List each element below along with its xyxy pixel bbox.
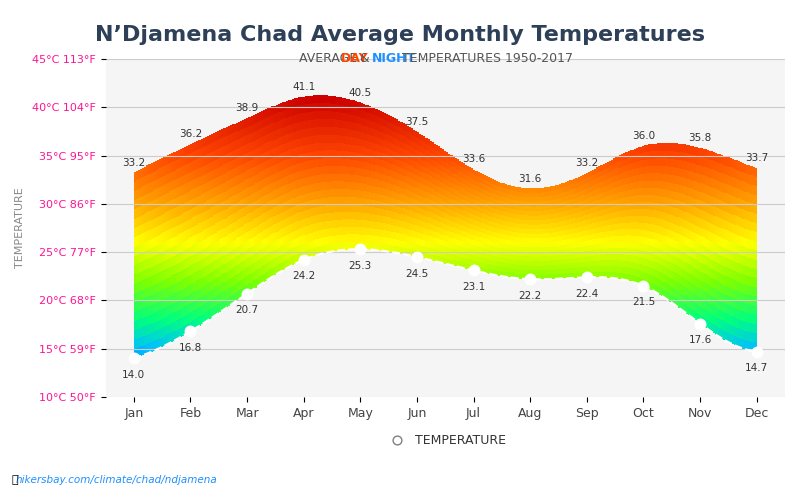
Text: hikersbay.com/climate/chad/ndjamena: hikersbay.com/climate/chad/ndjamena (16, 475, 218, 485)
Point (298, 256, 310, 264)
Text: 37.5: 37.5 (406, 116, 429, 126)
Point (581, 273, 594, 281)
Text: 31.6: 31.6 (518, 174, 542, 184)
Text: 24.2: 24.2 (292, 272, 315, 281)
Text: 22.4: 22.4 (575, 289, 598, 299)
Point (354, 245, 366, 253)
Text: 36.2: 36.2 (179, 129, 202, 139)
Text: 36.0: 36.0 (632, 131, 655, 141)
Text: 33.2: 33.2 (122, 158, 146, 168)
Text: 40.5: 40.5 (349, 88, 372, 98)
Text: NIGHT: NIGHT (372, 52, 416, 66)
Point (637, 282, 650, 290)
Text: 📍: 📍 (12, 475, 18, 485)
Y-axis label: TEMPERATURE: TEMPERATURE (15, 188, 25, 268)
Text: DAY: DAY (341, 52, 369, 66)
Text: TEMPERATURES 1950-2017: TEMPERATURES 1950-2017 (398, 52, 573, 66)
Point (241, 290, 254, 298)
Point (127, 354, 140, 362)
Text: 14.0: 14.0 (122, 370, 146, 380)
Text: 20.7: 20.7 (235, 305, 258, 315)
Text: 33.6: 33.6 (462, 154, 486, 164)
Text: 23.1: 23.1 (462, 282, 486, 292)
Point (410, 253, 423, 261)
Text: 24.5: 24.5 (406, 268, 429, 278)
Text: 14.7: 14.7 (745, 363, 768, 373)
Text: AVERAGE: AVERAGE (299, 52, 362, 66)
Point (524, 275, 537, 283)
Text: 35.8: 35.8 (689, 133, 712, 143)
Text: 16.8: 16.8 (179, 343, 202, 353)
Point (750, 348, 763, 356)
Point (467, 266, 480, 274)
Text: 21.5: 21.5 (632, 298, 655, 308)
Text: 17.6: 17.6 (689, 335, 712, 345)
Point (184, 328, 197, 336)
Text: 38.9: 38.9 (235, 103, 258, 113)
Text: 33.2: 33.2 (575, 158, 598, 168)
Point (694, 320, 706, 328)
Text: 41.1: 41.1 (292, 82, 315, 92)
Text: 22.2: 22.2 (518, 290, 542, 300)
Text: 33.7: 33.7 (745, 154, 768, 164)
Text: 25.3: 25.3 (349, 261, 372, 271)
Legend: TEMPERATURE: TEMPERATURE (379, 428, 511, 452)
Text: &: & (357, 52, 374, 66)
Text: N’Djamena Chad Average Monthly Temperatures: N’Djamena Chad Average Monthly Temperatu… (95, 25, 705, 45)
